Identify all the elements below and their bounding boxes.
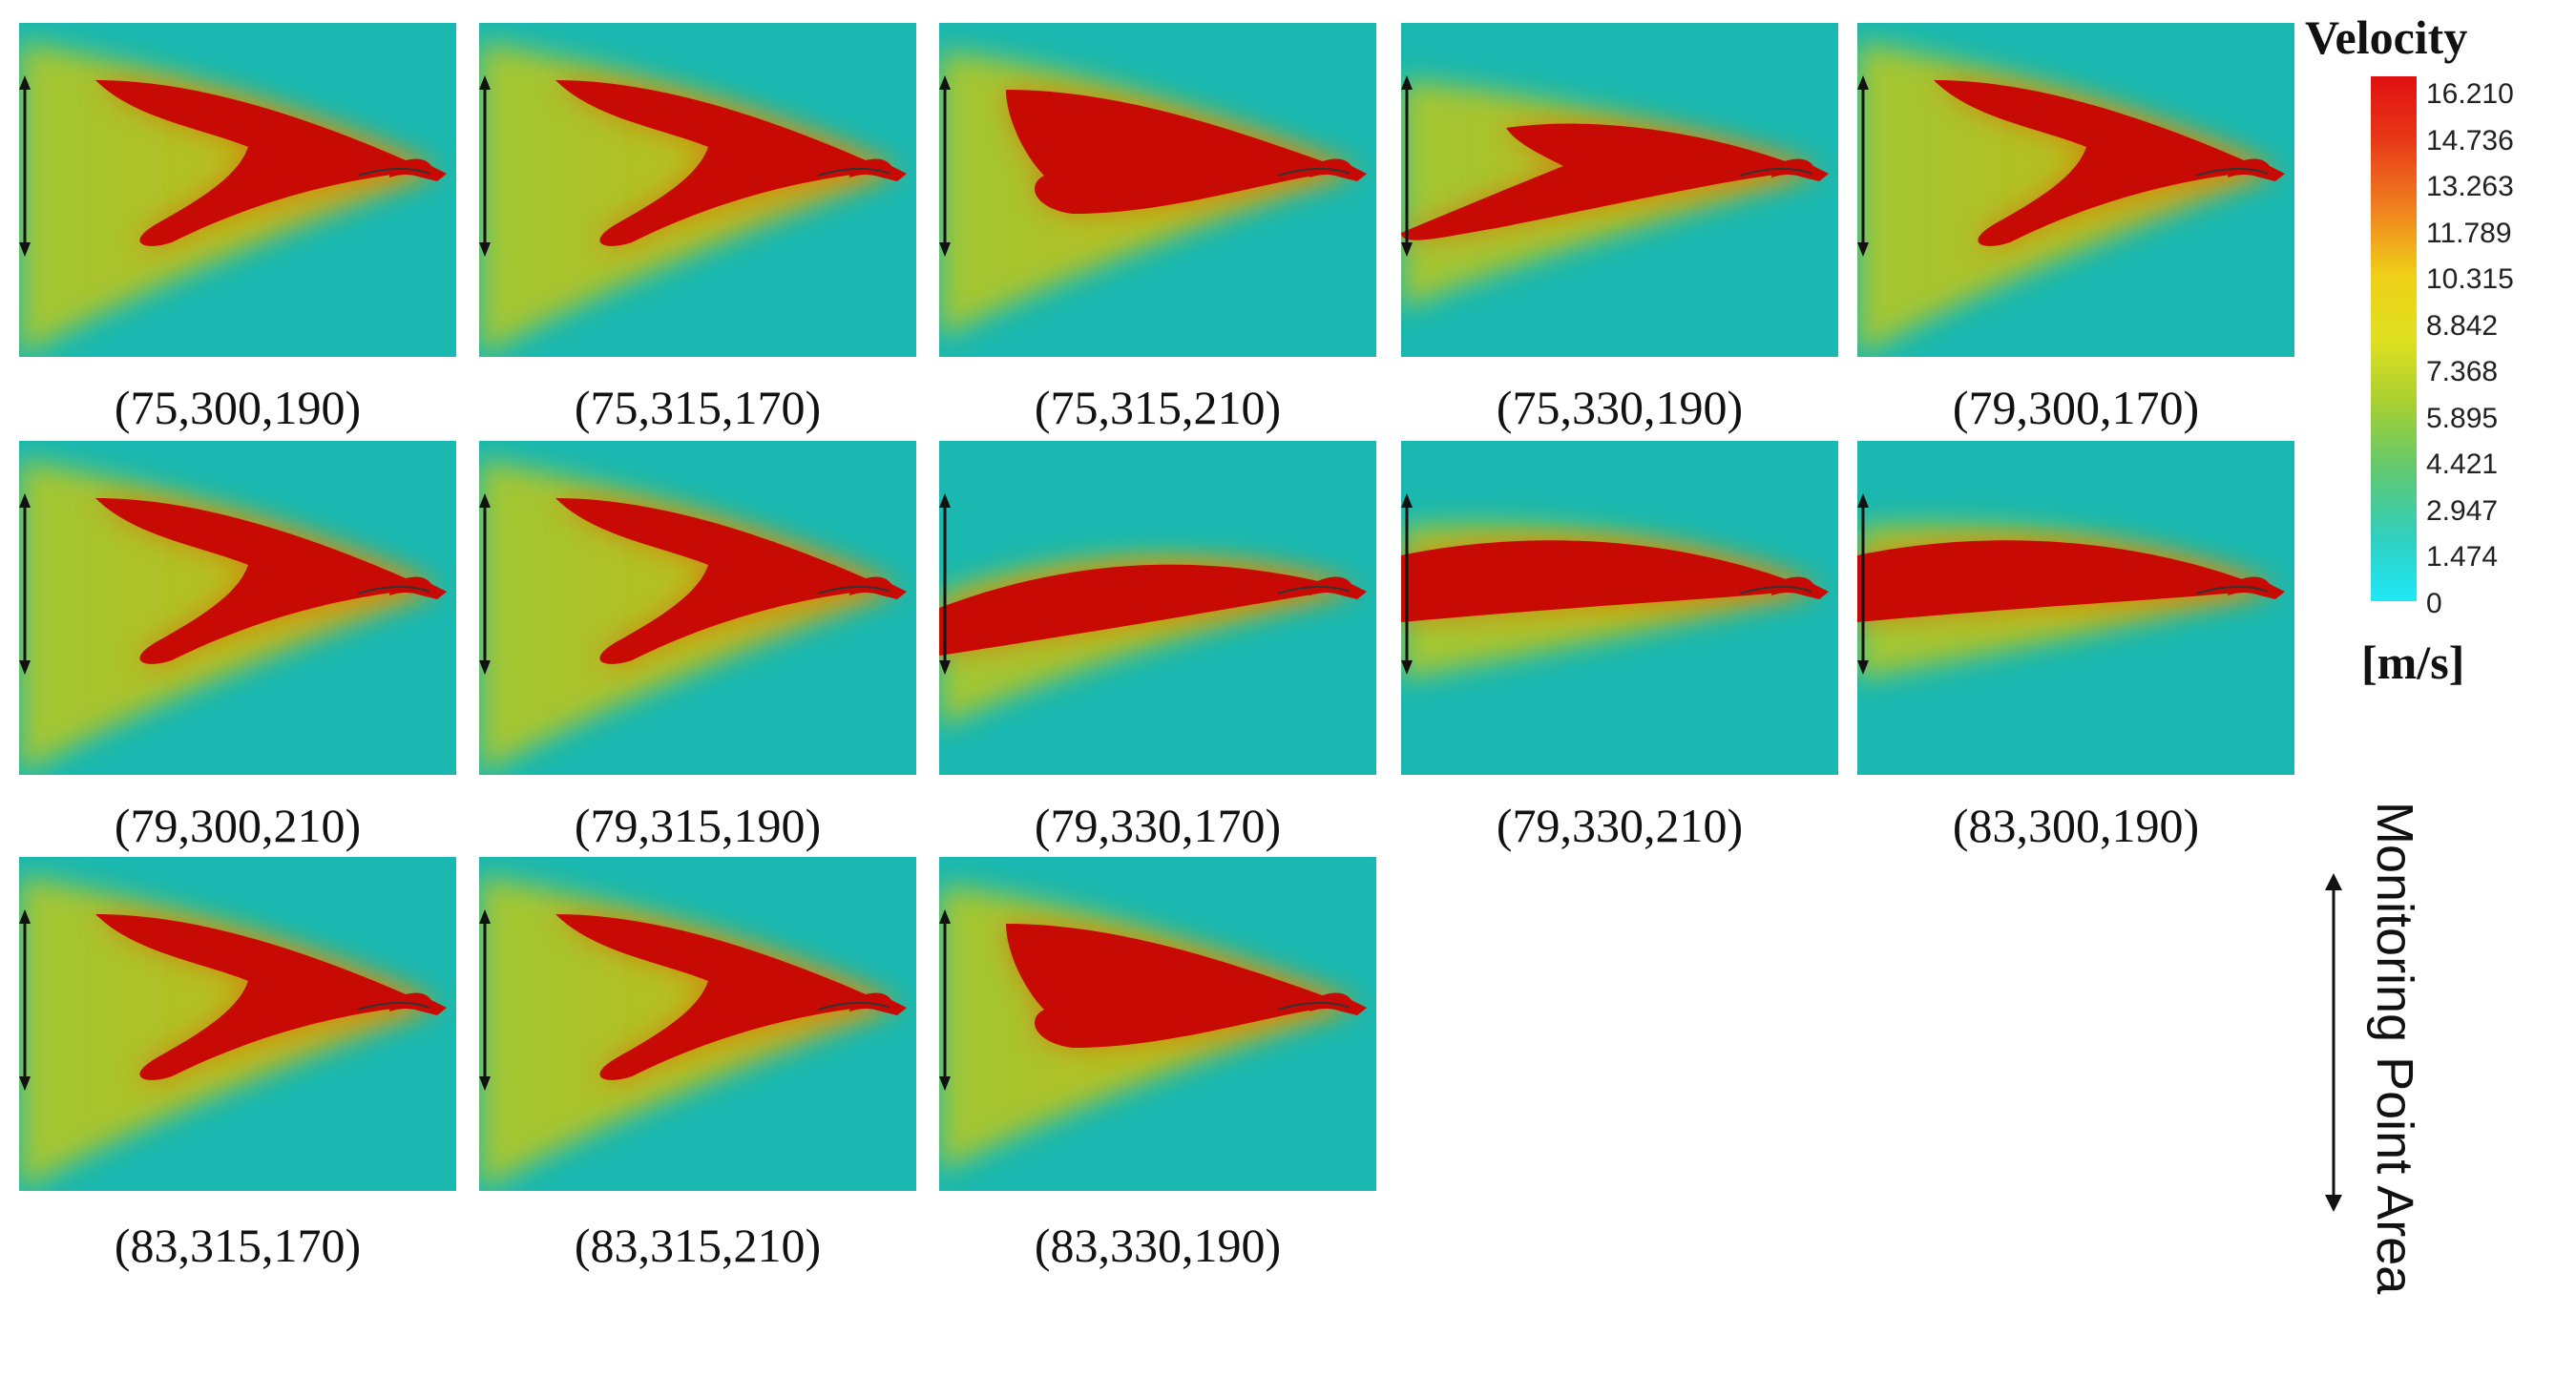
- velocity-contour-panel: [19, 441, 456, 775]
- legend-tick-label: 10.315: [2426, 263, 2514, 296]
- panel-caption: (79,330,170): [1034, 799, 1282, 852]
- legend-tick-label: 4.421: [2426, 449, 2499, 481]
- velocity-contour-panel: [479, 857, 916, 1191]
- panel-caption: (83,315,170): [114, 1219, 362, 1272]
- panel-caption: (83,330,190): [1034, 1219, 1282, 1272]
- legend-tick-label: 7.368: [2426, 356, 2499, 388]
- legend-tick-label: 1.474: [2426, 541, 2499, 574]
- double-arrow-icon: [19, 75, 31, 257]
- velocity-contour-panel: [479, 23, 916, 357]
- double-arrow-icon: [19, 909, 31, 1091]
- legend-title: Velocity: [2305, 10, 2468, 64]
- legend-tick-label: 8.842: [2426, 309, 2499, 342]
- panel-caption: (83,300,190): [1952, 799, 2200, 852]
- velocity-contour-panel: [939, 441, 1376, 775]
- panel-caption: (79,300,210): [114, 799, 362, 852]
- velocity-contour-panel: [939, 857, 1376, 1191]
- legend-unit: [m/s]: [2361, 636, 2465, 689]
- double-arrow-icon: [939, 75, 951, 257]
- panel-caption: (79,315,190): [574, 799, 822, 852]
- velocity-contour-panel: [1857, 23, 2294, 357]
- velocity-contour-panel: [1857, 441, 2294, 775]
- double-arrow-icon: [479, 909, 491, 1091]
- velocity-contour-panel: [1401, 441, 1838, 775]
- double-arrow-icon: [939, 493, 951, 675]
- double-arrow-icon: [479, 75, 491, 257]
- panel-caption: (75,300,190): [114, 381, 362, 434]
- panel-caption: (75,330,190): [1496, 381, 1744, 434]
- velocity-contour-panel: [19, 23, 456, 357]
- panel-caption: (75,315,210): [1034, 381, 1282, 434]
- panel-caption: (75,315,170): [574, 381, 822, 434]
- double-arrow-icon: [1401, 75, 1413, 257]
- double-arrow-icon: [1857, 75, 1869, 257]
- double-arrow-icon: [479, 493, 491, 675]
- monitoring-point-area-label: Monitoring Point Area: [2366, 802, 2423, 1295]
- double-arrow-icon: [1401, 493, 1413, 675]
- velocity-contour-panel: [939, 23, 1376, 357]
- legend-tick-label: 2.947: [2426, 494, 2499, 527]
- double-arrow-icon: [1857, 493, 1869, 675]
- legend-tick-label: 5.895: [2426, 402, 2499, 434]
- legend-tick-label: 14.736: [2426, 124, 2514, 156]
- panel-caption: (79,330,210): [1496, 799, 1744, 852]
- legend-tick-label: 13.263: [2426, 171, 2514, 203]
- legend-color-bar: [2371, 76, 2417, 601]
- legend-tick-label: 16.210: [2426, 78, 2514, 110]
- double-arrow-icon: [939, 909, 951, 1091]
- legend-tick-label: 11.789: [2426, 217, 2512, 249]
- velocity-contour-panel: [1401, 23, 1838, 357]
- velocity-contour-panel: [479, 441, 916, 775]
- legend-tick-label: 0: [2426, 588, 2442, 619]
- velocity-contour-panel: [19, 857, 456, 1191]
- double-arrow-icon: [2319, 873, 2348, 1212]
- panel-caption: (79,300,170): [1952, 381, 2200, 434]
- double-arrow-icon: [19, 493, 31, 675]
- panel-caption: (83,315,210): [574, 1219, 822, 1272]
